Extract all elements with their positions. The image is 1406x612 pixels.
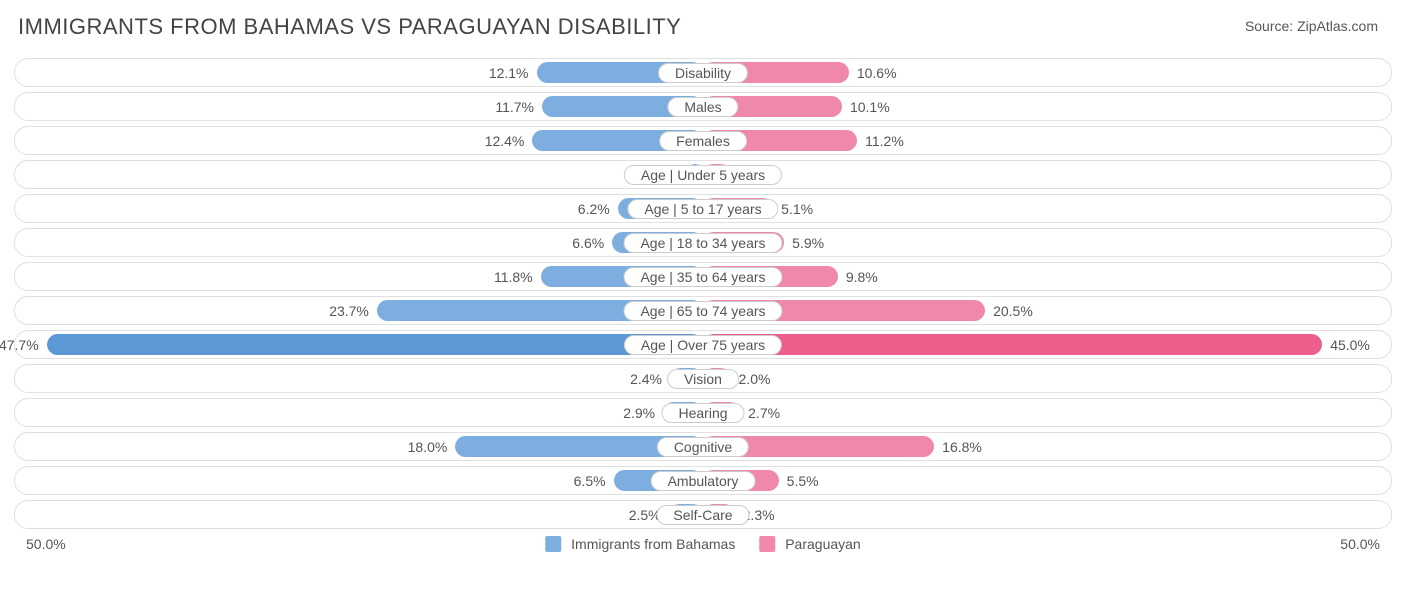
data-row: 6.5% 5.5% Ambulatory (14, 466, 1392, 495)
data-row: 6.2% 5.1%Age | 5 to 17 years (14, 194, 1392, 223)
legend: Immigrants from Bahamas Paraguayan (545, 536, 860, 552)
chart-header: IMMIGRANTS FROM BAHAMAS VS PARAGUAYAN DI… (0, 0, 1406, 50)
row-label: Disability (658, 63, 748, 83)
row-label: Cognitive (657, 437, 749, 457)
data-row: 11.8% 9.8% Age | 35 to 64 years (14, 262, 1392, 291)
row-left-half: 18.0% (15, 433, 703, 460)
data-row: 23.7% 20.5% Age | 65 to 74 years (14, 296, 1392, 325)
row-label: Self-Care (656, 505, 749, 525)
data-row: 12.4% 11.2% Females (14, 126, 1392, 155)
row-left-half: 1.2% (15, 161, 703, 188)
value-left: 6.6% (572, 229, 604, 256)
row-label: Age | 5 to 17 years (627, 199, 778, 219)
bar-left (47, 334, 703, 355)
value-right: 5.5% (787, 467, 819, 494)
row-label: Ambulatory (651, 471, 756, 491)
value-right: 9.8% (846, 263, 878, 290)
value-left: 18.0% (408, 433, 448, 460)
data-row: 11.7% 10.1% Males (14, 92, 1392, 121)
row-left-half: 11.7% (15, 93, 703, 120)
row-right-half: 16.8% (703, 433, 1391, 460)
row-label: Hearing (661, 403, 744, 423)
data-row: 6.6% 5.9% Age | 18 to 34 years (14, 228, 1392, 257)
row-label: Age | Over 75 years (624, 335, 782, 355)
row-right-half: 10.6% (703, 59, 1391, 86)
data-row: 2.4% 2.0%Vision (14, 364, 1392, 393)
row-right-half: 9.8% (703, 263, 1391, 290)
row-label: Vision (667, 369, 739, 389)
legend-item-right: Paraguayan (759, 536, 860, 552)
row-left-half: 12.4% (15, 127, 703, 154)
row-right-half: 2.0% (703, 365, 1391, 392)
value-right: 5.9% (792, 229, 824, 256)
legend-swatch-right (759, 536, 775, 552)
legend-item-left: Immigrants from Bahamas (545, 536, 735, 552)
row-label: Age | Under 5 years (624, 165, 782, 185)
value-right: 11.2% (865, 127, 904, 154)
data-row: 47.7% 45.0% Age | Over 75 years (14, 330, 1392, 359)
data-row: 1.2%2.0%Age | Under 5 years (14, 160, 1392, 189)
row-right-half: 5.5% (703, 467, 1391, 494)
data-row: 12.1% 10.6% Disability (14, 58, 1392, 87)
chart-source: Source: ZipAtlas.com (1245, 14, 1378, 34)
data-row: 18.0% 16.8% Cognitive (14, 432, 1392, 461)
row-right-half: 11.2% (703, 127, 1391, 154)
row-left-half: 2.4% (15, 365, 703, 392)
chart-title: IMMIGRANTS FROM BAHAMAS VS PARAGUAYAN DI… (18, 14, 681, 40)
value-right: 45.0% (1330, 331, 1370, 358)
value-left: 6.5% (574, 467, 606, 494)
data-row: 2.9% 2.7%Hearing (14, 398, 1392, 427)
axis-label-right: 50.0% (1340, 536, 1380, 552)
row-right-half: 5.9% (703, 229, 1391, 256)
value-right: 2.0% (739, 365, 771, 392)
value-right: 2.7% (748, 399, 780, 426)
value-right: 5.1% (781, 195, 813, 222)
row-left-half: 6.2% (15, 195, 703, 222)
row-right-half: 2.3% (703, 501, 1391, 528)
row-right-half: 2.0% (703, 161, 1391, 188)
row-right-half: 20.5% (703, 297, 1391, 324)
row-right-half: 45.0% (703, 331, 1391, 358)
legend-swatch-left (545, 536, 561, 552)
row-left-half: 2.9% (15, 399, 703, 426)
value-right: 10.1% (850, 93, 890, 120)
value-left: 6.2% (578, 195, 610, 222)
row-label: Females (659, 131, 747, 151)
value-right: 16.8% (942, 433, 982, 460)
row-left-half: 47.7% (15, 331, 703, 358)
value-left: 12.1% (489, 59, 529, 86)
chart-footer: 50.0% 50.0% Immigrants from Bahamas Para… (0, 534, 1406, 562)
chart-container: IMMIGRANTS FROM BAHAMAS VS PARAGUAYAN DI… (0, 0, 1406, 562)
row-left-half: 6.6% (15, 229, 703, 256)
legend-label-right: Paraguayan (785, 536, 861, 552)
value-left: 23.7% (329, 297, 369, 324)
value-left: 2.4% (630, 365, 662, 392)
row-left-half: 6.5% (15, 467, 703, 494)
row-label: Age | 65 to 74 years (623, 301, 782, 321)
axis-label-left: 50.0% (26, 536, 66, 552)
row-left-half: 11.8% (15, 263, 703, 290)
row-right-half: 10.1% (703, 93, 1391, 120)
row-right-half: 2.7% (703, 399, 1391, 426)
bar-right (703, 334, 1322, 355)
chart-body: 12.1% 10.6% Disability 11.7% 10.1% Males 12.4%… (0, 50, 1406, 529)
value-right: 20.5% (993, 297, 1033, 324)
data-row: 2.5%2.3%Self-Care (14, 500, 1392, 529)
row-left-half: 23.7% (15, 297, 703, 324)
row-label: Age | 35 to 64 years (623, 267, 782, 287)
value-left: 12.4% (485, 127, 525, 154)
value-left: 11.8% (494, 263, 533, 290)
row-label: Age | 18 to 34 years (623, 233, 782, 253)
value-left: 2.9% (623, 399, 655, 426)
row-label: Males (667, 97, 738, 117)
value-left: 11.7% (495, 93, 534, 120)
value-left: 47.7% (0, 331, 39, 358)
row-left-half: 2.5% (15, 501, 703, 528)
legend-label-left: Immigrants from Bahamas (571, 536, 735, 552)
row-left-half: 12.1% (15, 59, 703, 86)
value-right: 10.6% (857, 59, 897, 86)
row-right-half: 5.1% (703, 195, 1391, 222)
